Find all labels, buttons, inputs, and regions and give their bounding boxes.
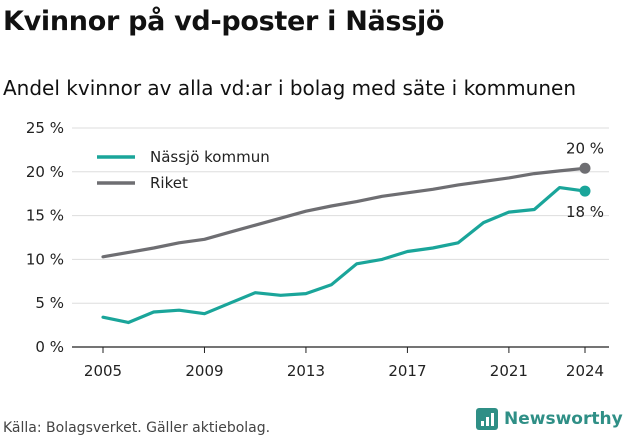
- series-line-riket: [101, 166, 587, 259]
- x-axis: 2005 2009 2013 2017 2021 2024: [84, 347, 604, 380]
- end-label-nassjo: 18 %: [566, 203, 604, 221]
- chart-subtitle: Andel kvinnor av alla vd:ar i bolag med …: [3, 76, 576, 100]
- grid-layer: 0 % 5 % 10 % 15 % 20 % 25 %: [26, 119, 609, 356]
- x-tick-label: 2021: [490, 362, 528, 380]
- y-tick-label: 10 %: [26, 250, 64, 268]
- x-tick-label: 2005: [84, 362, 122, 380]
- legend-label-nassjo: Nässjö kommun: [150, 148, 270, 166]
- y-tick-label: 15 %: [26, 207, 64, 225]
- y-tick-label: 25 %: [26, 119, 64, 137]
- newsworthy-logo-icon: [476, 408, 498, 430]
- brand-logo: Newsworthy: [476, 408, 623, 430]
- y-tick-label: 20 %: [26, 163, 64, 181]
- y-tick-label: 5 %: [35, 294, 64, 312]
- x-tick-label: 2013: [287, 362, 325, 380]
- series-lines: 20 % 18 %: [101, 139, 604, 325]
- end-point-riket: [579, 162, 591, 174]
- x-tick-label: 2017: [388, 362, 426, 380]
- end-label-riket: 20 %: [566, 139, 604, 157]
- y-tick-label: 0 %: [35, 338, 64, 356]
- end-point-nassjo: [579, 185, 591, 197]
- x-tick-label: 2009: [185, 362, 223, 380]
- legend-label-riket: Riket: [150, 174, 188, 192]
- x-tick-label: 2024: [566, 362, 604, 380]
- chart-title: Kvinnor på vd-poster i Nässjö: [3, 6, 445, 37]
- series-line-nassjo: [101, 186, 587, 325]
- legend: Nässjö kommun Riket: [97, 148, 270, 192]
- brand-name: Newsworthy: [504, 409, 623, 429]
- source-note: Källa: Bolagsverket. Gäller aktiebolag.: [3, 420, 271, 436]
